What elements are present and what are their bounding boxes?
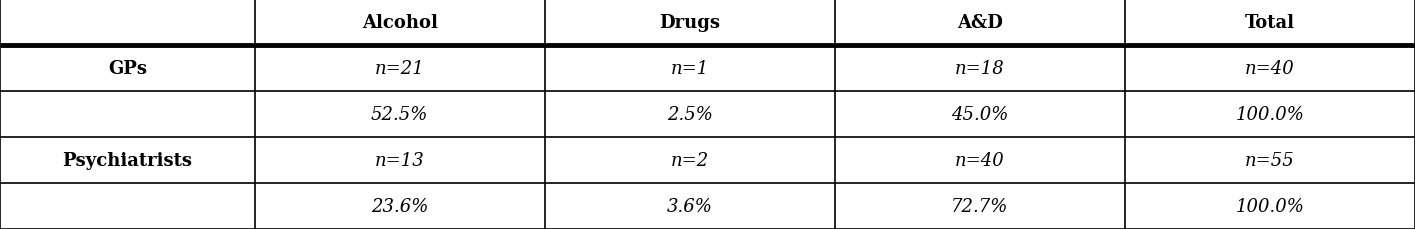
Bar xyxy=(0,183,255,229)
Text: n=21: n=21 xyxy=(375,60,424,78)
Bar xyxy=(255,92,545,137)
Text: n=40: n=40 xyxy=(1245,60,1295,78)
Text: 23.6%: 23.6% xyxy=(371,197,429,215)
Bar xyxy=(545,46,835,92)
Text: GPs: GPs xyxy=(108,60,147,78)
Text: 45.0%: 45.0% xyxy=(951,106,1009,123)
Text: Alcohol: Alcohol xyxy=(362,14,437,32)
Text: Psychiatrists: Psychiatrists xyxy=(62,151,192,169)
Bar xyxy=(255,137,545,183)
Bar xyxy=(1125,0,1415,46)
Bar xyxy=(0,0,255,46)
Text: Total: Total xyxy=(1245,14,1295,32)
Text: A&D: A&D xyxy=(957,14,1003,32)
Text: Drugs: Drugs xyxy=(659,14,720,32)
Bar xyxy=(835,46,1125,92)
Text: n=18: n=18 xyxy=(955,60,1005,78)
Text: 72.7%: 72.7% xyxy=(951,197,1009,215)
Bar xyxy=(255,0,545,46)
Bar xyxy=(545,92,835,137)
Text: 3.6%: 3.6% xyxy=(666,197,713,215)
Text: n=1: n=1 xyxy=(671,60,709,78)
Text: n=13: n=13 xyxy=(375,151,424,169)
Bar xyxy=(255,46,545,92)
Text: 100.0%: 100.0% xyxy=(1235,197,1305,215)
Text: 52.5%: 52.5% xyxy=(371,106,429,123)
Bar xyxy=(835,183,1125,229)
Bar xyxy=(1125,92,1415,137)
Bar xyxy=(255,183,545,229)
Bar xyxy=(0,92,255,137)
Bar xyxy=(0,46,255,92)
Bar xyxy=(835,0,1125,46)
Bar xyxy=(835,92,1125,137)
Bar xyxy=(1125,183,1415,229)
Text: 2.5%: 2.5% xyxy=(666,106,713,123)
Text: n=55: n=55 xyxy=(1245,151,1295,169)
Bar xyxy=(1125,46,1415,92)
Bar xyxy=(835,137,1125,183)
Text: n=40: n=40 xyxy=(955,151,1005,169)
Bar xyxy=(1125,137,1415,183)
Text: 100.0%: 100.0% xyxy=(1235,106,1305,123)
Bar xyxy=(545,183,835,229)
Bar xyxy=(545,137,835,183)
Bar xyxy=(545,0,835,46)
Bar xyxy=(0,137,255,183)
Text: n=2: n=2 xyxy=(671,151,709,169)
